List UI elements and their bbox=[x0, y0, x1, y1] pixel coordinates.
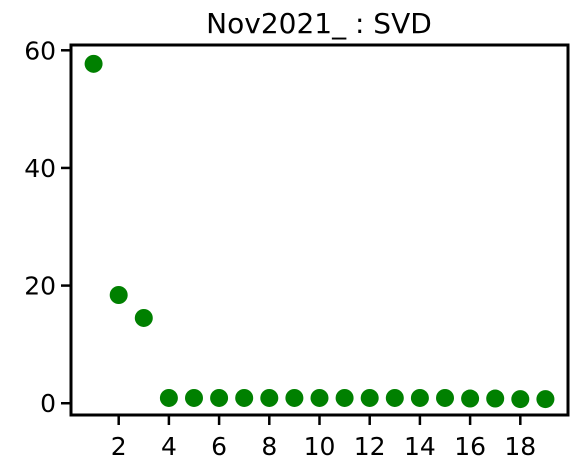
plot-frame bbox=[69, 43, 570, 417]
data-point bbox=[511, 390, 530, 409]
x-tick-label: 2 bbox=[111, 432, 127, 461]
data-points bbox=[84, 54, 555, 409]
x-tick-label: 16 bbox=[454, 432, 486, 461]
data-point bbox=[360, 388, 379, 407]
data-point bbox=[335, 388, 354, 407]
data-point bbox=[84, 54, 103, 73]
y-tick-label: 40 bbox=[24, 154, 56, 183]
x-tick-label: 14 bbox=[404, 432, 436, 461]
data-point bbox=[235, 388, 254, 407]
x-axis: 2 4 6 8 10 12 14 16 18 bbox=[111, 415, 536, 461]
y-tick-label: 20 bbox=[24, 272, 56, 301]
x-tick-label: 10 bbox=[304, 432, 336, 461]
data-point bbox=[210, 388, 229, 407]
data-point bbox=[536, 390, 555, 409]
data-point bbox=[461, 389, 480, 408]
data-point bbox=[436, 388, 455, 407]
data-point bbox=[159, 388, 178, 407]
x-tick-label: 12 bbox=[354, 432, 386, 461]
data-point bbox=[285, 388, 304, 407]
data-point bbox=[486, 389, 505, 408]
x-tick-label: 18 bbox=[504, 432, 536, 461]
data-point bbox=[385, 388, 404, 407]
y-tick-label: 0 bbox=[40, 389, 56, 418]
y-tick-label: 60 bbox=[24, 36, 56, 65]
x-tick-label: 4 bbox=[161, 432, 177, 461]
x-tick-label: 6 bbox=[211, 432, 227, 461]
chart-title: Nov2021_ : SVD bbox=[206, 7, 432, 40]
data-point bbox=[410, 388, 429, 407]
data-point bbox=[310, 388, 329, 407]
x-tick-label: 8 bbox=[261, 432, 277, 461]
data-point bbox=[260, 388, 279, 407]
data-point bbox=[134, 308, 153, 327]
data-point bbox=[109, 286, 128, 304]
y-axis: 0 20 40 60 bbox=[24, 36, 71, 418]
data-point bbox=[184, 388, 203, 407]
